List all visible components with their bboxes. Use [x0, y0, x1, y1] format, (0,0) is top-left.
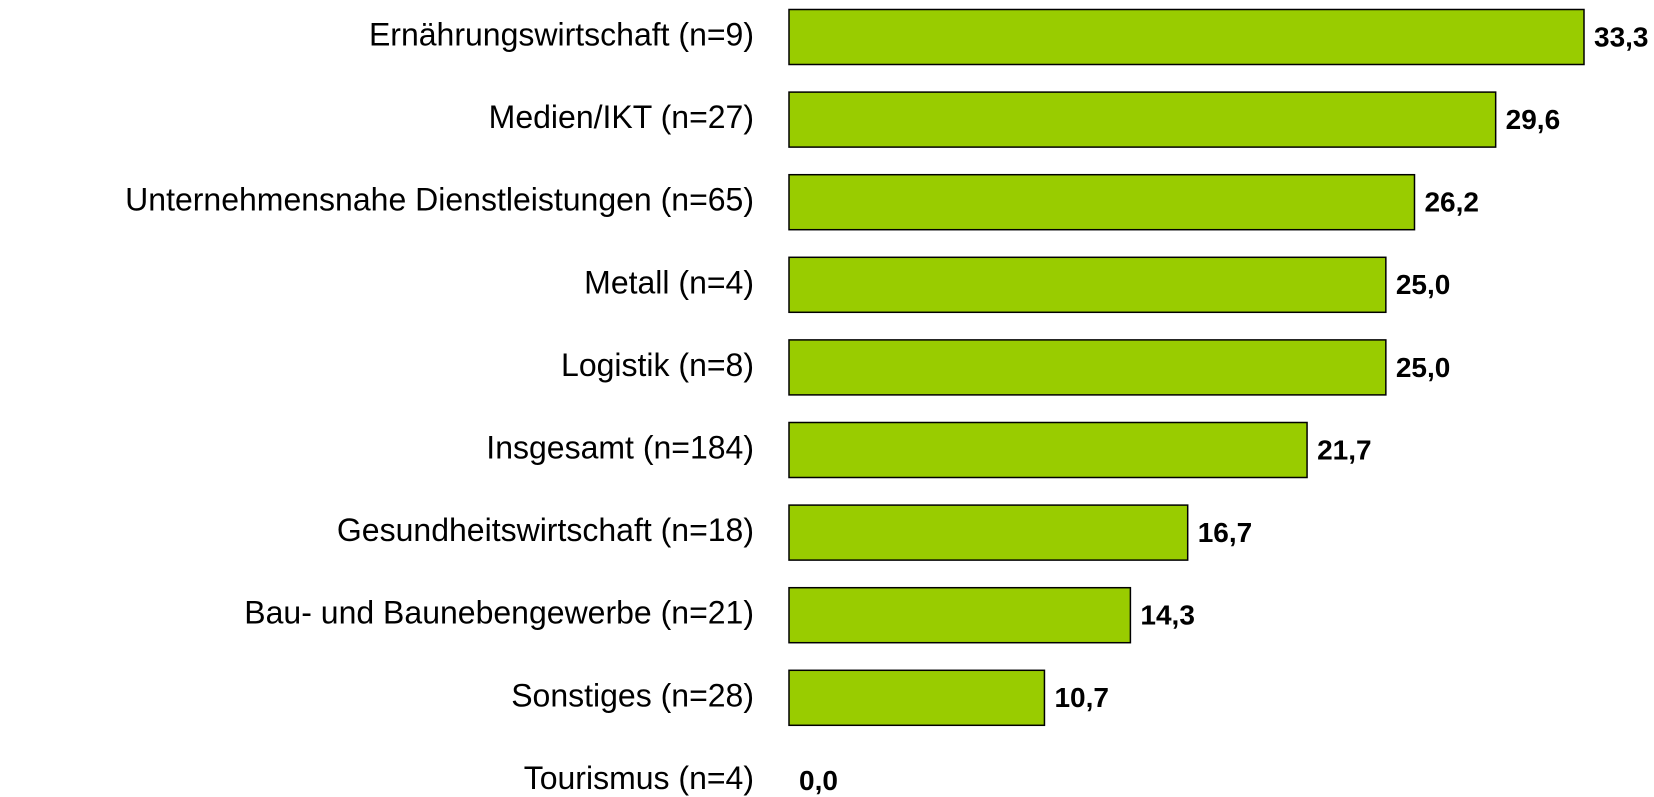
category-label: Unternehmensnahe Dienstleistungen (n=65) [125, 182, 754, 218]
category-label: Sonstiges (n=28) [511, 677, 754, 713]
bar [788, 421, 1308, 479]
value-label: 21,7 [1317, 434, 1372, 465]
value-label: 25,0 [1396, 269, 1451, 300]
bar [788, 91, 1497, 148]
bar [788, 173, 1416, 231]
bar [788, 669, 1046, 727]
value-label: 33,3 [1594, 21, 1649, 52]
bar [788, 8, 1585, 66]
bar [788, 339, 1387, 396]
value-label: 26,2 [1424, 187, 1479, 218]
category-label: Gesundheitswirtschaft (n=18) [337, 512, 754, 548]
bar [788, 586, 1132, 644]
category-label: Logistik (n=8) [561, 347, 754, 383]
category-label: Ernährungswirtschaft (n=9) [369, 16, 754, 52]
category-label: Insgesamt (n=184) [486, 429, 754, 465]
category-label: Bau- und Baunebengewerbe (n=21) [244, 595, 754, 631]
value-label: 10,7 [1054, 682, 1109, 713]
value-label: 25,0 [1396, 352, 1451, 383]
category-label: Metall (n=4) [584, 264, 754, 300]
value-label: 0,0 [799, 765, 838, 796]
category-label: Medien/IKT (n=27) [489, 99, 754, 135]
bar [788, 504, 1189, 561]
value-label: 14,3 [1140, 600, 1195, 631]
value-label: 29,6 [1506, 104, 1561, 135]
value-label: 16,7 [1198, 517, 1253, 548]
bar [788, 256, 1387, 314]
category-label: Tourismus (n=4) [524, 760, 754, 796]
